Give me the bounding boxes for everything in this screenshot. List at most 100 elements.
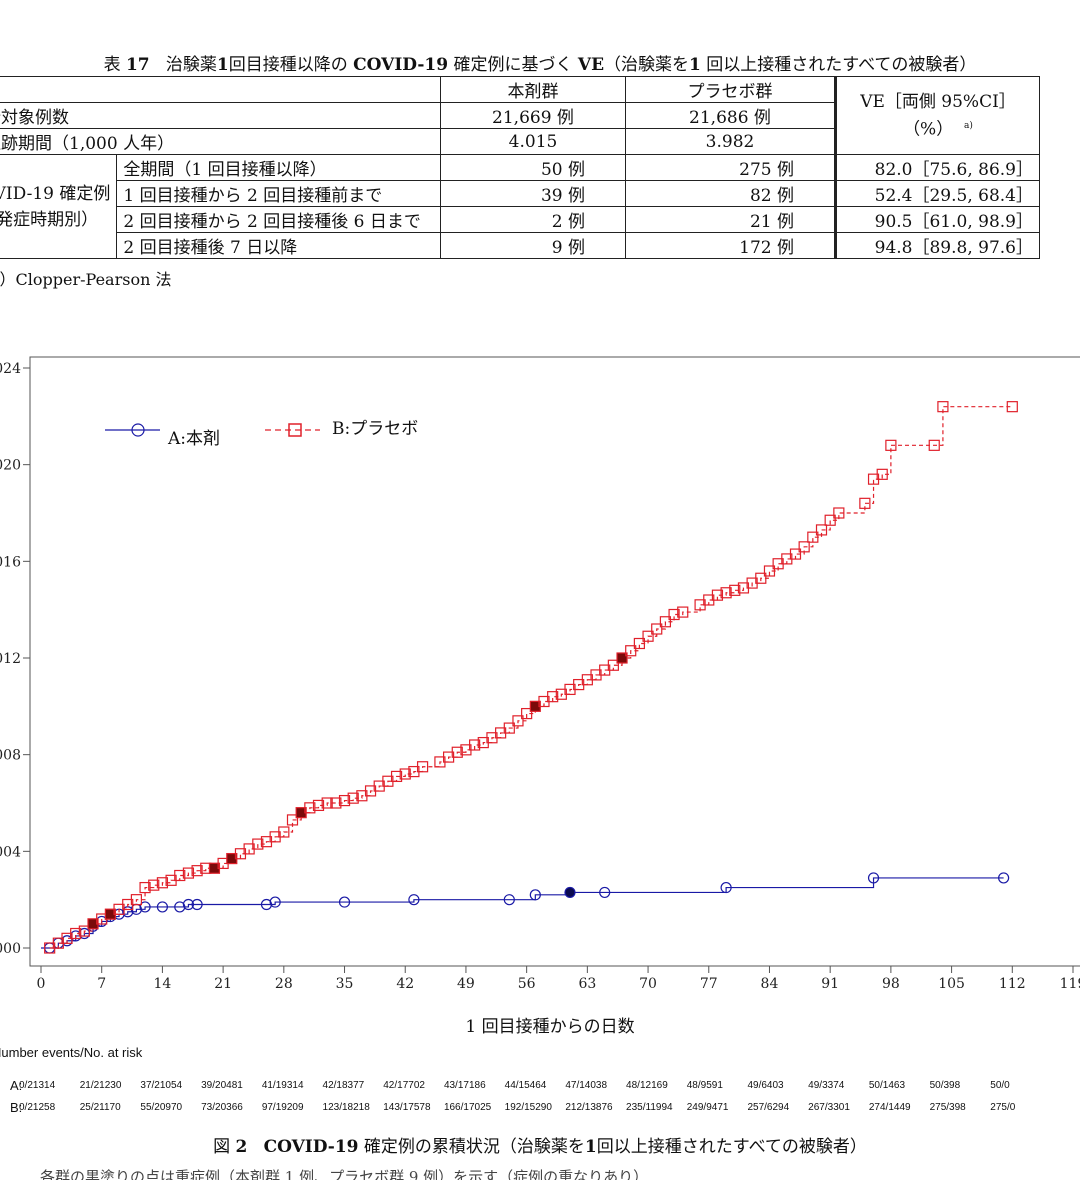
legend-b-marker xyxy=(288,423,302,437)
risk-cell: 55/20970 xyxy=(140,1102,183,1113)
cumulative-incidence-chart: 0 7 14 21 28 35 42 49 56 63 70 77 84 91 98 105 112 119 0.0… xyxy=(0,356,1080,992)
series-b-point xyxy=(330,797,342,809)
series-b-point xyxy=(859,497,871,509)
x-tick-label: 91 xyxy=(821,976,839,992)
risk-table-title: Number events/No. at risk xyxy=(0,1045,143,1060)
risk-row-label: B: xyxy=(10,1100,23,1115)
risk-cell: 44/15464 xyxy=(504,1080,547,1091)
series-b-point xyxy=(148,879,160,891)
row-label: 2 回目接種から 2 回目接種後 6 日まで xyxy=(116,206,441,233)
cell-ve: 82.0［75.6, 86.9］ xyxy=(834,154,1040,181)
x-tick-label: 98 xyxy=(882,976,900,992)
series-b-point xyxy=(70,927,82,940)
risk-cell: 37/21054 xyxy=(140,1080,183,1091)
y-tick-label: 0.024 xyxy=(0,361,21,377)
x-tick-label: 7 xyxy=(97,976,106,992)
x-tick-label: 70 xyxy=(639,976,657,992)
cell-drug: 50 例 xyxy=(440,154,626,181)
x-axis-label: 1 回目接種からの日数 xyxy=(465,1017,635,1037)
cell-followup-placebo: 3.982 xyxy=(625,128,836,155)
y-tick-label: 0.016 xyxy=(0,554,21,570)
y-tick-label: 0.000 xyxy=(0,941,21,957)
series-b-point xyxy=(677,606,689,618)
series-b-point xyxy=(139,881,151,894)
series-b-point xyxy=(876,468,888,480)
x-tick-label: 21 xyxy=(214,976,232,992)
col-header-ve-line1: VE［両側 95%CI］ xyxy=(860,91,1016,112)
col-header-placebo: プラセボ群 xyxy=(625,76,836,103)
series-a-point xyxy=(867,872,880,884)
row-label: 2 回目接種後 7 日以降 xyxy=(116,232,441,259)
series-b-point xyxy=(174,869,186,882)
cell-ve: 52.4［29.5, 68.4］ xyxy=(834,180,1040,207)
series-a-point xyxy=(182,898,195,911)
risk-cell: 267/3301 xyxy=(808,1102,850,1113)
series-a-point xyxy=(269,896,281,908)
cell-subjects-placebo: 21,686 例 xyxy=(625,102,836,129)
series-b-point xyxy=(451,746,463,758)
risk-cell: 235/11994 xyxy=(626,1102,673,1113)
x-tick-label: 77 xyxy=(700,976,718,992)
series-a-point xyxy=(998,872,1010,884)
series-a-point xyxy=(720,881,732,894)
risk-cell: 41/19314 xyxy=(261,1080,304,1091)
risk-cell: 143/17578 xyxy=(383,1102,431,1113)
x-tick-label: 63 xyxy=(578,976,596,992)
series-a-point xyxy=(408,894,420,906)
cell-subjects-drug: 21,669 例 xyxy=(440,102,626,129)
risk-cell: 21/21230 xyxy=(79,1080,122,1091)
series-a-line xyxy=(41,877,1004,949)
risk-row-b: B: 0/21258 25/21170 55/20970 73/20366 97/1920… xyxy=(0,1100,1080,1118)
series-b-point xyxy=(633,637,645,650)
ve-table: 本剤群 プラセボ群 VE［両側 95%CI］ （%） a) 解析対象例数 21,… xyxy=(0,76,1040,259)
cell-ve: 90.5［61.0, 98.9］ xyxy=(834,206,1040,233)
x-tick-label: 0 xyxy=(37,976,46,992)
risk-cell: 166/17025 xyxy=(443,1102,492,1113)
series-b-point xyxy=(755,572,767,584)
risk-cell: 39/20481 xyxy=(201,1080,243,1091)
series-b-point xyxy=(416,761,429,773)
series-b-point xyxy=(729,584,741,596)
cell-placebo: 275 例 xyxy=(625,154,836,181)
figure-note-cut: 各群の黒塗りの点は重症例（本剤群 1 例、プラセボ群 9 例）を示す（症例の重な… xyxy=(40,1168,649,1180)
series-b-point xyxy=(304,802,316,814)
risk-cell: 275/0 xyxy=(990,1102,1016,1113)
series-b-point xyxy=(668,608,680,621)
cell-placebo: 172 例 xyxy=(625,232,836,259)
group-label: COVID-19 確定例 （発症時期別） xyxy=(0,154,118,259)
series-b-point xyxy=(191,865,203,877)
risk-cell: 123/18218 xyxy=(322,1102,370,1113)
risk-cell: 212/13876 xyxy=(565,1102,613,1113)
x-tick-label: 28 xyxy=(275,976,293,992)
col-header-ve: VE［両側 95%CI］ （%） a) xyxy=(834,76,1040,155)
series-b-point xyxy=(547,691,559,703)
legend-a-label: A:本剤 xyxy=(167,429,220,449)
risk-cell: 257/6294 xyxy=(747,1102,790,1113)
table-row-followup: 総追跡期間（1,000 人年） 4.015 3.982 xyxy=(0,128,1040,155)
row-label: 全期間（1 回目接種以降） xyxy=(116,154,441,181)
series-a-point xyxy=(174,901,186,913)
risk-cell: 47/14038 xyxy=(565,1080,608,1091)
risk-cell: 73/20366 xyxy=(201,1102,243,1113)
series-b-point xyxy=(763,565,776,577)
y-tick-label: 0.012 xyxy=(0,651,21,667)
series-b-point xyxy=(390,770,403,783)
series-a-point xyxy=(260,898,273,911)
series-b-point xyxy=(312,799,325,812)
table-row: 2 回目接種から 2 回目接種後 6 日まで 2 例 21 例 90.5［61.… xyxy=(0,206,1040,233)
risk-cell: 25/21170 xyxy=(79,1102,121,1113)
series-a-point xyxy=(191,898,203,911)
x-tick-label: 35 xyxy=(336,976,354,992)
series-b-point xyxy=(156,877,169,889)
series-b-point xyxy=(625,645,637,657)
risk-cell: 97/19209 xyxy=(261,1102,304,1113)
series-b-point xyxy=(130,894,142,906)
series-b-point xyxy=(651,623,663,635)
risk-cell: 249/9471 xyxy=(686,1102,729,1113)
risk-cell: 42/17702 xyxy=(383,1080,425,1091)
risk-cell: 48/12169 xyxy=(626,1080,668,1091)
series-a-point xyxy=(156,901,169,913)
series-b-point xyxy=(607,659,619,671)
risk-cell: 0/21258 xyxy=(19,1102,56,1113)
series-b-point xyxy=(659,616,672,628)
